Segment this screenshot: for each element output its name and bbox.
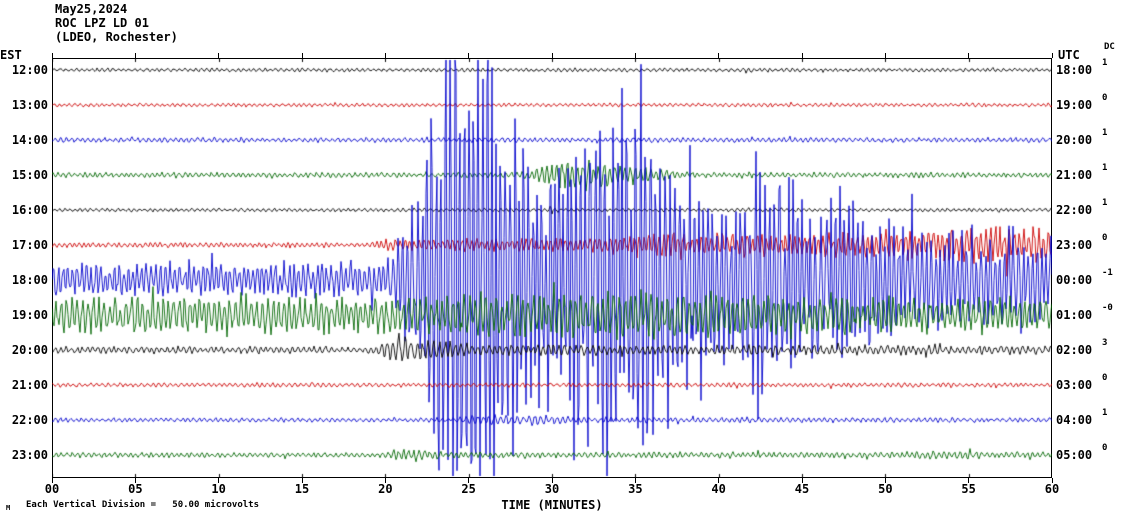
header-station: ROC LPZ LD 01	[55, 16, 149, 30]
x-tick-mark	[551, 53, 553, 58]
x-tick-mark	[718, 53, 720, 58]
hour-label-est: 22:00	[11, 413, 48, 427]
x-tick-mark	[468, 478, 470, 483]
x-tick-mark	[801, 478, 803, 483]
dc-value: 1	[1102, 128, 1108, 138]
dc-value: 0	[1102, 443, 1108, 453]
scale-note: Each Vertical Division = 50.00 microvolt…	[26, 500, 259, 510]
x-tick-label: 05	[128, 482, 143, 496]
hour-label-est: 18:00	[11, 273, 48, 287]
dc-value: 1	[1102, 408, 1108, 418]
hour-label-utc: 20:00	[1056, 133, 1093, 147]
header-date: May25,2024	[55, 2, 128, 16]
hour-label-est: 14:00	[11, 133, 48, 147]
x-tick-mark	[134, 478, 136, 483]
hour-label-utc: 00:00	[1056, 273, 1093, 287]
right-axis-title: UTC	[1058, 48, 1080, 62]
x-tick-mark	[51, 53, 53, 58]
x-tick-mark	[301, 478, 303, 483]
hour-label-utc: 22:00	[1056, 203, 1093, 217]
x-tick-mark	[51, 478, 53, 483]
x-tick-label: 35	[628, 482, 643, 496]
dc-value: 1	[1102, 58, 1108, 68]
hour-label-est: 12:00	[11, 63, 48, 77]
header-location: (LDEO, Rochester)	[55, 30, 178, 44]
x-tick-mark	[468, 53, 470, 58]
x-tick-mark	[134, 53, 136, 58]
x-tick-mark	[384, 478, 386, 483]
corner-mark: M	[6, 504, 11, 512]
dc-value: -1	[1102, 268, 1113, 278]
x-tick-label: 20	[378, 482, 393, 496]
hour-label-utc: 03:00	[1056, 378, 1093, 392]
dc-value: 0	[1102, 373, 1108, 383]
x-tick-mark	[634, 53, 636, 58]
x-tick-label: 30	[544, 482, 560, 496]
seismogram-traces	[52, 58, 1052, 478]
dc-value: -0	[1102, 303, 1113, 313]
x-tick-mark	[634, 478, 636, 483]
x-tick-mark	[968, 478, 970, 483]
x-tick-mark	[1051, 53, 1053, 58]
hour-label-est: 13:00	[11, 98, 48, 112]
hour-label-est: 20:00	[11, 343, 48, 357]
x-tick-mark	[884, 53, 886, 58]
hour-label-utc: 02:00	[1056, 343, 1093, 357]
dc-value: 1	[1102, 163, 1108, 173]
x-tick-mark	[551, 478, 553, 483]
x-tick-mark	[884, 478, 886, 483]
x-tick-label: 00	[44, 482, 60, 496]
dc-value: 3	[1102, 338, 1108, 348]
x-tick-mark	[301, 53, 303, 58]
x-tick-mark	[718, 478, 720, 483]
hour-label-est: 17:00	[11, 238, 48, 252]
x-tick-label: 15	[294, 482, 310, 496]
x-tick-label: 50	[878, 482, 893, 496]
dc-axis-title: DC	[1104, 42, 1115, 52]
hour-label-utc: 18:00	[1056, 63, 1093, 77]
hour-label-est: 15:00	[11, 168, 48, 182]
x-tick-mark	[1051, 478, 1053, 483]
x-tick-mark	[968, 53, 970, 58]
header: May25,2024 ROC LPZ LD 01 (LDEO, Rocheste…	[55, 2, 178, 44]
hour-label-utc: 23:00	[1056, 238, 1093, 252]
x-tick-label: 25	[461, 482, 476, 496]
x-tick-mark	[384, 53, 386, 58]
x-tick-label: 40	[711, 482, 726, 496]
x-tick-mark	[801, 53, 803, 58]
hour-label-utc: 21:00	[1056, 168, 1093, 182]
x-tick-mark	[218, 478, 220, 483]
hour-label-utc: 04:00	[1056, 413, 1093, 427]
hour-label-est: 21:00	[11, 378, 48, 392]
hour-label-est: 23:00	[11, 448, 48, 462]
hour-label-utc: 19:00	[1056, 98, 1093, 112]
hour-label-utc: 05:00	[1056, 448, 1093, 462]
hour-label-utc: 01:00	[1056, 308, 1093, 322]
dc-value: 0	[1102, 233, 1108, 243]
x-tick-label: 10	[211, 482, 226, 496]
hour-label-est: 16:00	[11, 203, 48, 217]
x-tick-label: 60	[1044, 482, 1060, 496]
hour-label-est: 19:00	[11, 308, 48, 322]
x-tick-label: 55	[961, 482, 976, 496]
left-axis-title: EST	[0, 48, 22, 62]
x-tick-mark	[218, 53, 220, 58]
x-axis-title: TIME (MINUTES)	[501, 498, 603, 512]
dc-value: 0	[1102, 93, 1108, 103]
dc-value: 1	[1102, 198, 1108, 208]
x-tick-label: 45	[794, 482, 810, 496]
